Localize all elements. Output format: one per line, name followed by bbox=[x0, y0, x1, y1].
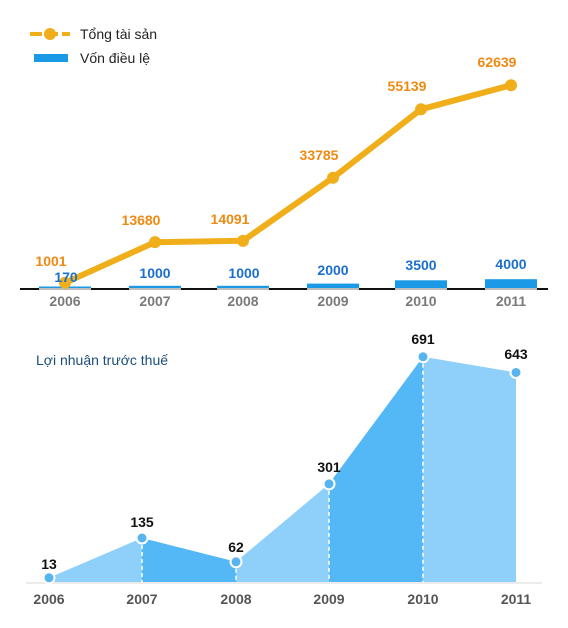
x-tick-label: 2007 bbox=[139, 293, 170, 309]
profit-data-label: 691 bbox=[411, 331, 435, 347]
profit-marker bbox=[135, 531, 149, 545]
capital-data-label: 4000 bbox=[495, 256, 526, 272]
assets-marker bbox=[415, 103, 427, 116]
assets-marker bbox=[237, 234, 249, 247]
profit-data-label: 643 bbox=[504, 346, 528, 362]
capital-data-label: 170 bbox=[54, 269, 78, 285]
assets-marker bbox=[59, 276, 71, 289]
profit-data-label: 135 bbox=[130, 514, 154, 530]
capital-data-label: 1000 bbox=[228, 265, 259, 281]
legend-label-total-assets: Tổng tài sản bbox=[80, 26, 158, 42]
x-tick-label-profit: 2006 bbox=[33, 591, 64, 607]
x-tick-label: 2008 bbox=[227, 293, 258, 309]
profit-marker bbox=[42, 571, 56, 585]
assets-line bbox=[62, 82, 514, 286]
profit-chart-title: Lợi nhuận trước thuế bbox=[36, 352, 169, 368]
assets-marker bbox=[505, 79, 517, 92]
x-tick-label: 2010 bbox=[405, 293, 436, 309]
profit-marker bbox=[416, 350, 430, 364]
profit-area-segment bbox=[142, 538, 236, 582]
x-tick-label-profit: 2011 bbox=[501, 591, 532, 607]
x-tick-label: 2011 bbox=[496, 293, 527, 309]
capital-data-label: 2000 bbox=[317, 262, 348, 278]
legend-label-charter-capital: Vốn điều lệ bbox=[80, 50, 151, 66]
x-tick-label-profit: 2008 bbox=[220, 591, 251, 607]
capital-bar bbox=[217, 285, 269, 288]
capital-bar bbox=[307, 283, 359, 288]
capital-bar bbox=[129, 285, 181, 288]
profit-data-label: 13 bbox=[41, 556, 57, 572]
assets-data-label: 33785 bbox=[300, 147, 339, 163]
x-tick-label: 2009 bbox=[317, 293, 348, 309]
assets-data-label: 14091 bbox=[211, 211, 250, 227]
profit-area-segment bbox=[236, 483, 329, 582]
assets-data-label: 62639 bbox=[478, 54, 517, 70]
assets-marker bbox=[327, 171, 339, 184]
x-tick-label-profit: 2010 bbox=[407, 591, 438, 607]
capital-bar bbox=[395, 280, 447, 288]
legend-item-charter-capital: Vốn điều lệ bbox=[30, 46, 157, 70]
capital-data-label: 1000 bbox=[139, 265, 170, 281]
profit-marker bbox=[322, 477, 336, 491]
profit-area-segment bbox=[49, 538, 142, 582]
profit-data-label: 62 bbox=[228, 539, 244, 555]
legend-line-swatch bbox=[30, 24, 70, 44]
profit-marker bbox=[229, 555, 243, 569]
assets-data-label: 13680 bbox=[122, 212, 161, 228]
legend-bar-swatch bbox=[30, 48, 70, 68]
profit-area-segment bbox=[423, 356, 516, 582]
legend-item-total-assets: Tổng tài sản bbox=[30, 22, 157, 46]
profit-area-segment bbox=[329, 356, 423, 582]
capital-bar bbox=[485, 279, 537, 288]
assets-data-label: 1001 bbox=[35, 253, 66, 269]
x-tick-label-profit: 2009 bbox=[313, 591, 344, 607]
legend: Tổng tài sản Vốn điều lệ bbox=[30, 22, 157, 70]
assets-marker bbox=[149, 236, 161, 249]
capital-data-label: 3500 bbox=[405, 257, 436, 273]
profit-data-label: 301 bbox=[317, 459, 341, 475]
assets-data-label: 55139 bbox=[388, 78, 427, 94]
profit-marker bbox=[509, 365, 523, 379]
x-tick-label-profit: 2007 bbox=[126, 591, 157, 607]
x-tick-label: 2006 bbox=[49, 293, 80, 309]
